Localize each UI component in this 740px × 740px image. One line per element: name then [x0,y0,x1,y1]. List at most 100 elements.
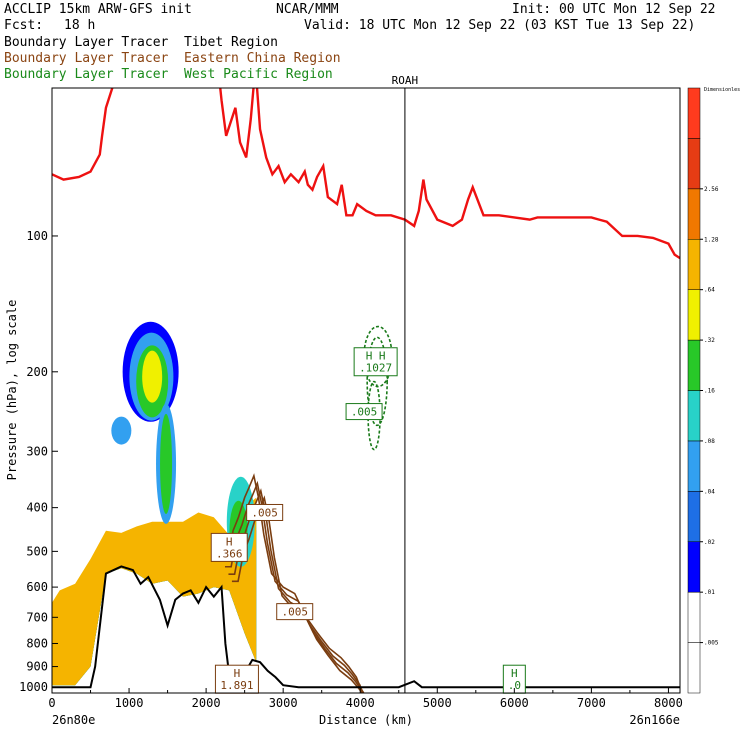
colorbar-segment [687,339,701,391]
annotation-label-line: .0 [508,679,521,692]
annotation-label: H .0 [508,667,521,692]
colorbar-label: .16 [704,388,715,395]
y-tick-label: 200 [26,365,48,379]
plot-frame [51,87,681,694]
x-tick-label: 3000 [269,696,298,710]
colorbar-label: .01 [704,589,715,596]
legend-region-label: West Pacific Region [184,67,333,82]
annotation-label-line: H [234,667,241,680]
y-tick-label: 300 [26,444,48,458]
annotation-label: .005 [251,506,278,519]
y-tick-label: 500 [26,544,48,558]
legend-line-tibet: Boundary Layer Tracer Tibet Region [4,35,278,50]
annotation-label: H .366 [216,535,243,560]
colorbar-label: 2.56 [704,186,719,193]
colorbar-segment [687,289,701,341]
tibet-tracer-patch [111,416,132,445]
annotation-box [345,403,383,421]
annotation-label: H 1.891 [220,667,253,692]
y-tick-label: 400 [26,501,48,515]
colorbar-label: .64 [704,287,715,294]
eastern-china-contour [221,473,361,688]
x-tick-label: 7000 [577,696,606,710]
axes: 0 1000 2000 3000 4000 5000 6000 7000 8000 100 200 3… [5,229,683,727]
annotation-label-line: H [226,535,233,548]
legend-tracer-label: Boundary Layer Tracer [4,67,169,82]
left-endpoint-label: 26n80e [52,713,95,727]
colorbar: .005 .01 .02 .04 .08 .16 .32 .64 1.28 2.56 Dimensi… [687,87,740,694]
annotation-label-line: .005 [251,506,278,519]
legend-line-west-pacific: Boundary Layer Tracer West Pacific Regio… [4,67,333,82]
colorbar-segment [687,87,701,139]
eastern-china-contour [228,488,365,693]
tibet-tracer-layer [52,497,257,686]
y-tick-label: 700 [26,610,48,624]
colorbar-segment [687,239,701,290]
colorbar-segment [687,138,701,190]
y-tick-label: 100 [26,229,48,243]
tibet-tracer-column [160,413,173,514]
legend-line-eastern-china: Boundary Layer Tracer Eastern China Regi… [4,51,341,66]
annotation-box [210,532,248,562]
west-pacific-contour [366,336,388,427]
x-tick-label: 8000 [654,696,683,710]
annotation-label-line: .005 [281,606,308,619]
annotation-box [353,347,398,377]
colorbar-label: .02 [704,539,715,546]
init-time: Init: 00 UTC Mon 12 Sep 22 [512,2,716,17]
colorbar-segment [687,491,701,543]
valid-time: Valid: 18 UTC Mon 12 Sep 22 (03 KST Tue … [304,18,696,33]
colorbar-title: Dimensionless [704,87,740,93]
colorbar-segment [687,390,701,442]
location-marker: ROAH [392,74,419,693]
right-endpoint-label: 26n166e [629,713,680,727]
colorbar-segment [687,188,701,240]
colorbar-segment [687,440,701,492]
tracer-fields [52,321,257,686]
annotation-label: .005 [281,606,308,619]
roah-marker-label: ROAH [392,74,419,87]
x-tick-label: 4000 [346,696,375,710]
x-tick-label: 5000 [423,696,452,710]
y-tick-label: 900 [26,660,48,674]
annotation-label-line: 1.891 [220,679,253,692]
tibet-tracer-plume-core [142,350,163,403]
colorbar-label: .005 [704,640,719,647]
legend-region-label: Tibet Region [184,35,278,50]
forecast-hour-value: 18 h [64,18,96,33]
y-axis-label: Pressure (hPa), log scale [5,300,19,481]
legend-region-label: Eastern China Region [184,51,341,66]
annotation-box [214,664,259,694]
forecast-hour-label: Fcst: [4,18,44,33]
model-title: ACCLIP 15km ARW-GFS init [4,2,192,17]
annotation-box [246,503,284,521]
legend-tracer-label: Boundary Layer Tracer [4,51,169,66]
eastern-china-contour [224,480,364,693]
y-tick-label: 600 [26,580,48,594]
annotation-label: .005 [351,406,378,419]
x-tick-label: 0 [48,696,55,710]
tropopause-line [52,88,680,260]
colorbar-label: .04 [704,488,715,495]
annotation-label-line: H [511,667,518,680]
y-tick-label: 800 [26,636,48,650]
terrain-line [52,565,680,689]
colorbar-label: .32 [704,337,715,344]
annotation-box [276,603,314,621]
colorbar-segment [687,642,701,694]
colorbar-label: .08 [704,438,715,445]
x-tick-label: 6000 [500,696,529,710]
legend-tracer-label: Boundary Layer Tracer [4,35,169,50]
x-axis-label: Distance (km) [319,713,413,727]
x-tick-label: 2000 [192,696,221,710]
annotation-label-line: .005 [351,406,378,419]
annotation-label-line: H H [366,350,386,363]
colorbar-label: 1.28 [704,236,719,243]
eastern-china-contour [231,495,364,693]
annotation-label-line: .366 [216,547,243,560]
colorbar-segment [687,541,701,593]
annotation-label-line: .1027 [359,362,392,375]
x-tick-label: 1000 [115,696,144,710]
